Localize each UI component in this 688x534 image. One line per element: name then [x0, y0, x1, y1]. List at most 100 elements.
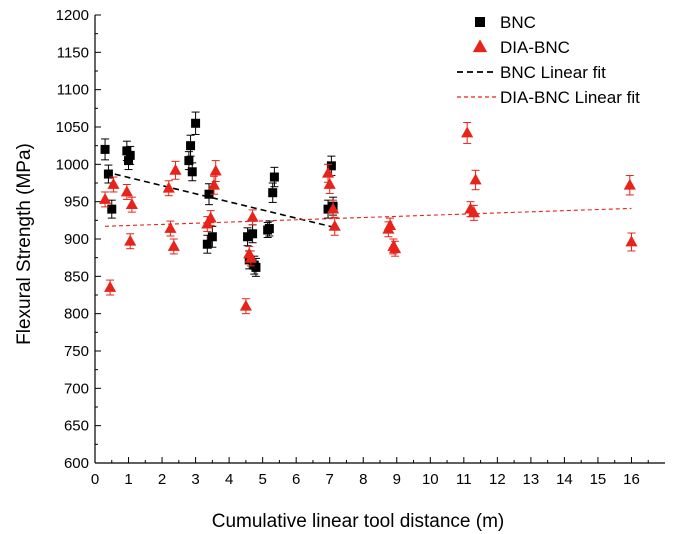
- data-point-dia-bnc: [321, 163, 335, 183]
- y-tick-label: 700: [64, 380, 89, 397]
- legend: BNC DIA-BNC BNC Linear fit DIA-BNC Linear f…: [457, 13, 640, 107]
- triangle-marker: [389, 242, 402, 254]
- data-point-dia-bnc: [104, 279, 117, 296]
- square-marker: [125, 150, 135, 160]
- square-marker: [202, 239, 212, 249]
- square-marker: [264, 224, 274, 234]
- triangle-marker: [120, 185, 133, 197]
- legend-item: DIA-BNC: [472, 38, 570, 57]
- triangle-marker: [167, 239, 180, 251]
- data-point-dia-bnc: [120, 183, 133, 200]
- data-point-bnc: [204, 183, 214, 206]
- triangle-marker: [107, 178, 120, 189]
- data-point-dia-bnc: [625, 232, 638, 252]
- x-tick-label: 16: [623, 471, 640, 488]
- x-tick-label: 3: [191, 471, 199, 488]
- triangle-marker: [204, 211, 217, 223]
- legend-label: DIA-BNC: [500, 38, 570, 57]
- x-tick-label: 0: [91, 471, 99, 488]
- triangle-marker: [169, 163, 182, 175]
- data-point-bnc: [107, 199, 117, 219]
- legend-square-marker: [475, 17, 485, 27]
- square-marker: [268, 188, 278, 198]
- legend-triangle-marker: [472, 39, 488, 53]
- data-points: [99, 111, 638, 315]
- square-marker: [326, 161, 336, 171]
- data-point-dia-bnc: [246, 209, 259, 226]
- data-point-dia-bnc: [167, 238, 180, 255]
- triangle-marker: [461, 126, 474, 138]
- data-point-bnc: [264, 220, 274, 237]
- triangle-marker: [209, 164, 222, 176]
- data-point-dia-bnc: [623, 175, 636, 196]
- x-tick-label: 10: [422, 471, 439, 488]
- data-point-bnc: [103, 164, 113, 184]
- x-tick-label: 9: [393, 471, 401, 488]
- y-tick-label: 750: [64, 343, 89, 360]
- fit-line-dia-bnc: [105, 207, 632, 227]
- data-point-dia-bnc: [389, 240, 402, 257]
- data-point-dia-bnc: [384, 217, 397, 234]
- data-point-dia-bnc: [169, 160, 182, 180]
- y-tick-label: 1200: [56, 7, 89, 24]
- data-point-dia-bnc: [204, 210, 217, 227]
- legend-item: BNC Linear fit: [457, 63, 606, 82]
- data-point-bnc: [268, 182, 278, 203]
- square-marker: [243, 232, 253, 242]
- triangle-marker: [384, 219, 397, 230]
- y-tick-label: 900: [64, 231, 89, 248]
- x-tick-label: 7: [326, 471, 334, 488]
- legend-item: DIA-BNC Linear fit: [457, 88, 640, 107]
- triangle-marker: [321, 166, 335, 178]
- triangle-marker: [323, 178, 336, 189]
- square-marker: [323, 204, 333, 214]
- data-point-bnc: [243, 227, 253, 247]
- y-tick-label: 1100: [57, 82, 89, 99]
- legend-label: BNC: [500, 13, 536, 32]
- triangle-marker: [162, 181, 175, 193]
- x-tick-label: 14: [556, 471, 573, 488]
- data-point-bnc: [100, 138, 110, 161]
- triangle-marker: [469, 173, 482, 185]
- data-point-dia-bnc: [323, 175, 336, 194]
- square-marker: [269, 172, 279, 182]
- fit-lines: [104, 171, 632, 228]
- x-axis-title: Cumulative linear tool distance (m): [212, 511, 505, 532]
- triangle-marker: [623, 178, 636, 190]
- legend-label: BNC Linear fit: [500, 63, 606, 82]
- triangle-marker: [124, 234, 137, 246]
- square-marker: [191, 118, 201, 128]
- data-point-dia-bnc: [124, 233, 137, 250]
- triangle-marker: [625, 235, 638, 247]
- data-point-dia-bnc: [162, 180, 175, 197]
- square-marker: [107, 204, 117, 214]
- x-tick-label: 6: [292, 471, 300, 488]
- y-tick-label: 800: [64, 306, 89, 323]
- data-point-bnc: [187, 162, 197, 182]
- x-tick-label: 5: [258, 471, 266, 488]
- y-tick-label: 1150: [57, 44, 89, 61]
- x-tick-label: 2: [158, 471, 166, 488]
- x-tick-label: 13: [523, 471, 540, 488]
- triangle-marker: [207, 178, 221, 190]
- data-point-dia-bnc: [244, 250, 257, 267]
- triangle-marker: [246, 210, 259, 222]
- data-point-dia-bnc: [461, 122, 474, 144]
- triangle-marker: [125, 198, 138, 210]
- data-point-dia-bnc: [469, 169, 482, 191]
- data-point-dia-bnc: [99, 191, 112, 208]
- square-marker: [184, 156, 194, 166]
- data-point-dia-bnc: [107, 176, 120, 193]
- square-marker: [248, 229, 258, 239]
- x-tick-label: 1: [124, 471, 132, 488]
- x-tick-label: 11: [456, 471, 472, 488]
- data-point-bnc: [191, 111, 201, 135]
- data-point-bnc: [125, 145, 135, 165]
- data-point-dia-bnc: [328, 216, 341, 236]
- x-tick-label: 12: [489, 471, 506, 488]
- y-tick-label: 1050: [56, 119, 89, 136]
- y-tick-label: 650: [64, 418, 89, 435]
- legend-item: BNC: [475, 13, 536, 32]
- data-point-dia-bnc: [207, 175, 221, 195]
